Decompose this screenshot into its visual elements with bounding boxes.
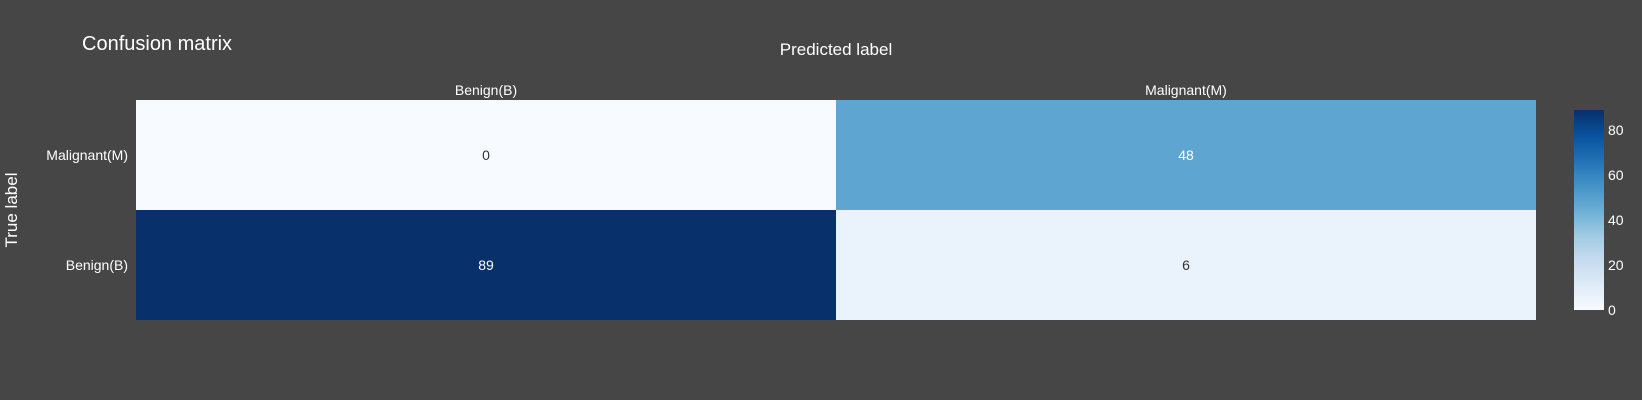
colorbar-tick-label: 80	[1608, 122, 1624, 138]
colorbar	[1574, 110, 1604, 310]
heatmap-cell	[136, 100, 836, 210]
colorbar-tick-label: 60	[1608, 167, 1624, 183]
x-tick-label: Malignant(M)	[1145, 82, 1227, 98]
cell-value-label: 0	[482, 147, 490, 163]
chart-title: Confusion matrix	[82, 33, 232, 55]
y-axis-title: True label	[2, 173, 21, 248]
cell-value-label: 89	[478, 257, 494, 273]
heatmap-cell	[836, 100, 1536, 210]
heatmap-cells: 0 48 89 6	[136, 100, 1536, 320]
cell-value-label: 6	[1182, 257, 1190, 273]
y-tick-labels: Malignant(M) Benign(B)	[46, 147, 128, 273]
colorbar-tick-label: 20	[1608, 257, 1624, 273]
x-tick-label: Benign(B)	[455, 82, 517, 98]
colorbar-tick-label: 0	[1608, 302, 1616, 318]
y-tick-label: Malignant(M)	[46, 147, 128, 163]
heatmap-cell	[136, 210, 836, 320]
colorbar-ticks: 0 20 40 60 80	[1608, 122, 1624, 318]
cell-value-label: 48	[1178, 147, 1194, 163]
colorbar-tick-label: 40	[1608, 212, 1624, 228]
x-tick-labels: Benign(B) Malignant(M)	[455, 82, 1227, 98]
y-tick-label: Benign(B)	[66, 257, 128, 273]
x-axis-title: Predicted label	[780, 40, 892, 59]
heatmap-cell	[836, 210, 1536, 320]
